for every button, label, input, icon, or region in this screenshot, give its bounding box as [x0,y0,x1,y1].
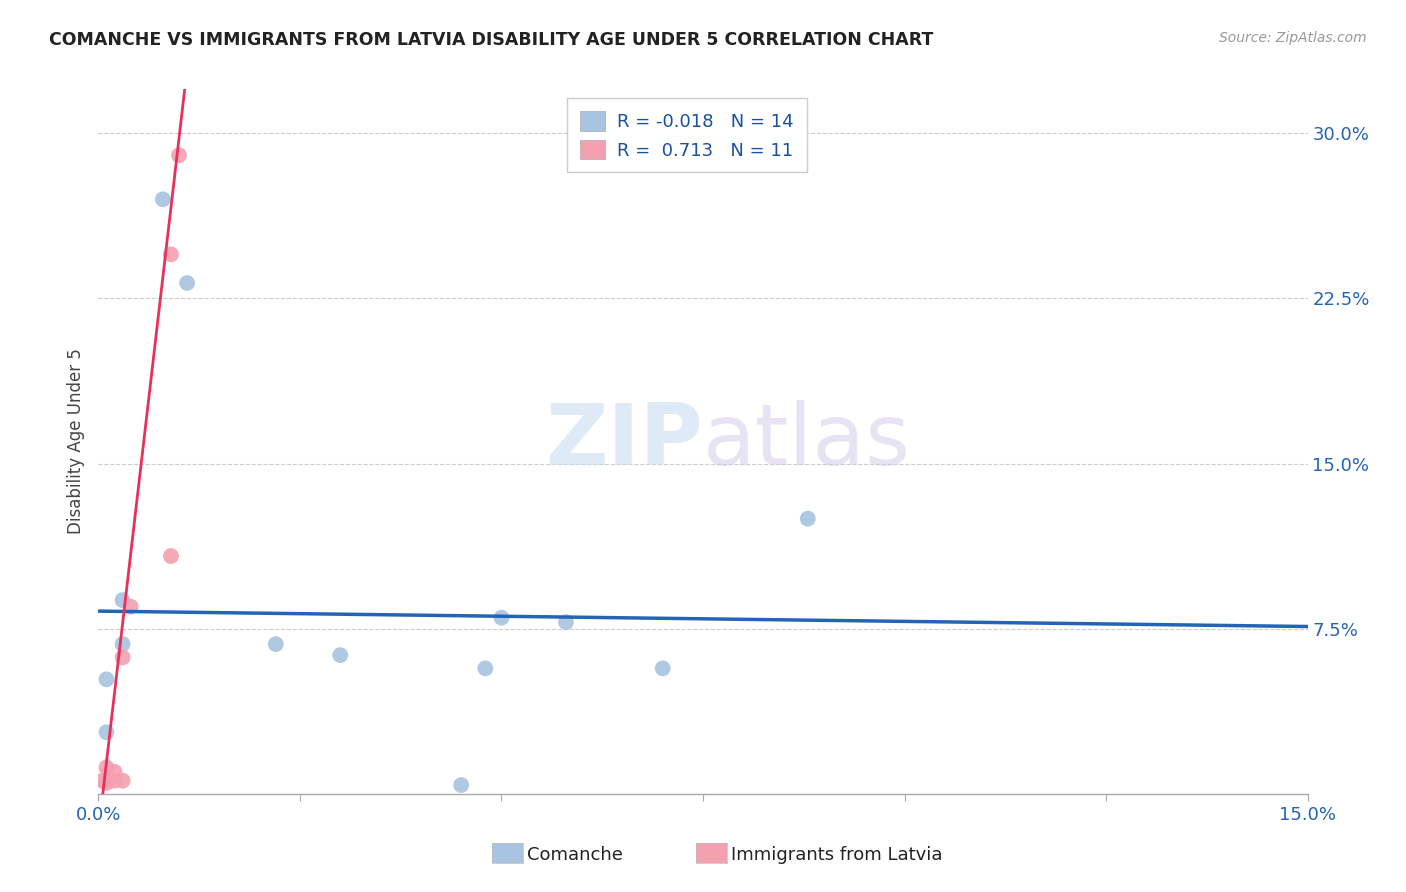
Y-axis label: Disability Age Under 5: Disability Age Under 5 [66,349,84,534]
Point [160,549,183,563]
Point [450,778,472,792]
Point [96,673,118,687]
Point [111,637,134,651]
Point [176,276,198,290]
Point [103,764,125,779]
Text: atlas: atlas [703,400,911,483]
Text: Comanche: Comanche [527,847,623,864]
Point [651,661,673,675]
Point [111,650,134,665]
Text: Source: ZipAtlas.com: Source: ZipAtlas.com [1219,31,1367,45]
Text: ZIP: ZIP [546,400,703,483]
Point [111,593,134,607]
Point [96,725,118,739]
Point [160,247,183,261]
Point [152,192,174,206]
Point [120,599,142,614]
Point [797,511,820,525]
Point [329,648,352,662]
Point [103,773,125,788]
Point [96,760,118,774]
Legend: R = -0.018   N = 14, R =  0.713   N = 11: R = -0.018 N = 14, R = 0.713 N = 11 [567,98,807,172]
Point [555,615,578,629]
Point [111,773,134,788]
Point [474,661,496,675]
Text: COMANCHE VS IMMIGRANTS FROM LATVIA DISABILITY AGE UNDER 5 CORRELATION CHART: COMANCHE VS IMMIGRANTS FROM LATVIA DISAB… [49,31,934,49]
Point [264,637,287,651]
Point [91,773,114,788]
Point [167,148,190,162]
Point [491,610,513,624]
Point [96,776,118,790]
Text: Immigrants from Latvia: Immigrants from Latvia [731,847,942,864]
